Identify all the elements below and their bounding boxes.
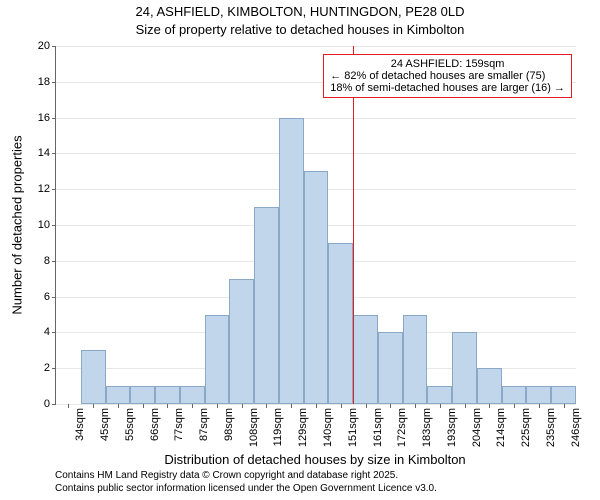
xtick-label: 140sqm [322, 408, 334, 447]
ytick-label: 16 [38, 112, 56, 124]
histogram-bar [452, 332, 477, 404]
xtick-mark [465, 404, 466, 408]
xtick-mark [291, 404, 292, 408]
ytick-label: 14 [38, 147, 56, 159]
ytick-label: 10 [38, 219, 56, 231]
reference-line [353, 46, 354, 404]
xtick-label: 87sqm [198, 408, 210, 441]
histogram-bar [328, 243, 353, 404]
histogram-bar [304, 171, 329, 404]
histogram-bar [130, 386, 155, 404]
xtick-label: 45sqm [99, 408, 111, 441]
xtick-mark [167, 404, 168, 408]
xtick-mark [489, 404, 490, 408]
chart-container: 24, ASHFIELD, KIMBOLTON, HUNTINGDON, PE2… [0, 0, 600, 500]
histogram-bar [155, 386, 180, 404]
xtick-mark [341, 404, 342, 408]
xtick-label: 214sqm [495, 408, 507, 447]
xtick-label: 161sqm [372, 408, 384, 447]
histogram-bar [205, 315, 230, 405]
ytick-label: 6 [44, 291, 56, 303]
histogram-bar [229, 279, 254, 404]
gridline [56, 46, 576, 47]
histogram-bar [378, 332, 403, 404]
ytick-label: 2 [44, 362, 56, 374]
xtick-mark [366, 404, 367, 408]
histogram-bar [551, 386, 576, 404]
gridline [56, 118, 576, 119]
histogram-bar [526, 386, 551, 404]
xtick-mark [143, 404, 144, 408]
xtick-label: 98sqm [223, 408, 235, 441]
histogram-bar [502, 386, 527, 404]
xtick-label: 235sqm [545, 408, 557, 447]
ytick-label: 8 [44, 255, 56, 267]
y-axis-label: Number of detached properties [10, 135, 25, 314]
ytick-label: 20 [38, 40, 56, 52]
xtick-label: 193sqm [446, 408, 458, 447]
plot-area: 0246810121416182034sqm45sqm55sqm66sqm77s… [55, 46, 576, 405]
histogram-bar [254, 207, 279, 404]
gridline [56, 153, 576, 154]
xtick-label: 55sqm [124, 408, 136, 441]
xtick-mark [440, 404, 441, 408]
xtick-label: 108sqm [248, 408, 260, 447]
xtick-mark [93, 404, 94, 408]
xtick-mark [564, 404, 565, 408]
xtick-mark [266, 404, 267, 408]
footer-line1: Contains HM Land Registry data © Crown c… [55, 470, 398, 481]
chart-title-line2: Size of property relative to detached ho… [0, 22, 600, 37]
xtick-label: 119sqm [272, 408, 284, 446]
ytick-label: 0 [44, 398, 56, 410]
chart-title-line1: 24, ASHFIELD, KIMBOLTON, HUNTINGDON, PE2… [0, 4, 600, 19]
histogram-bar [106, 386, 131, 404]
xtick-mark [390, 404, 391, 408]
xtick-mark [68, 404, 69, 408]
histogram-bar [427, 386, 452, 404]
xtick-label: 34sqm [74, 408, 86, 441]
xtick-mark [217, 404, 218, 408]
ytick-label: 4 [44, 326, 56, 338]
xtick-mark [415, 404, 416, 408]
histogram-bar [279, 118, 304, 404]
histogram-bar [353, 315, 378, 405]
ytick-label: 18 [38, 76, 56, 88]
histogram-bar [477, 368, 502, 404]
histogram-bar [403, 315, 428, 405]
xtick-label: 66sqm [149, 408, 161, 441]
xtick-label: 225sqm [520, 408, 532, 447]
histogram-bar [81, 350, 106, 404]
xtick-label: 129sqm [297, 408, 309, 447]
xtick-label: 183sqm [421, 408, 433, 447]
xtick-label: 246sqm [570, 408, 582, 447]
xtick-mark [192, 404, 193, 408]
xtick-mark [514, 404, 515, 408]
xtick-mark [316, 404, 317, 408]
xtick-label: 151sqm [347, 408, 359, 447]
xtick-label: 204sqm [471, 408, 483, 447]
xtick-label: 172sqm [396, 408, 408, 447]
annotation-line: 24 ASHFIELD: 159sqm [330, 58, 565, 70]
x-axis-label: Distribution of detached houses by size … [164, 452, 465, 467]
xtick-label: 77sqm [173, 408, 185, 441]
xtick-mark [118, 404, 119, 408]
xtick-mark [539, 404, 540, 408]
ytick-label: 12 [38, 183, 56, 195]
xtick-mark [242, 404, 243, 408]
annotation-line: 18% of semi-detached houses are larger (… [330, 82, 565, 94]
footer-line2: Contains public sector information licen… [55, 483, 437, 494]
histogram-bar [180, 386, 205, 404]
annotation-line: ← 82% of detached houses are smaller (75… [330, 70, 565, 82]
annotation-box: 24 ASHFIELD: 159sqm← 82% of detached hou… [323, 54, 572, 98]
